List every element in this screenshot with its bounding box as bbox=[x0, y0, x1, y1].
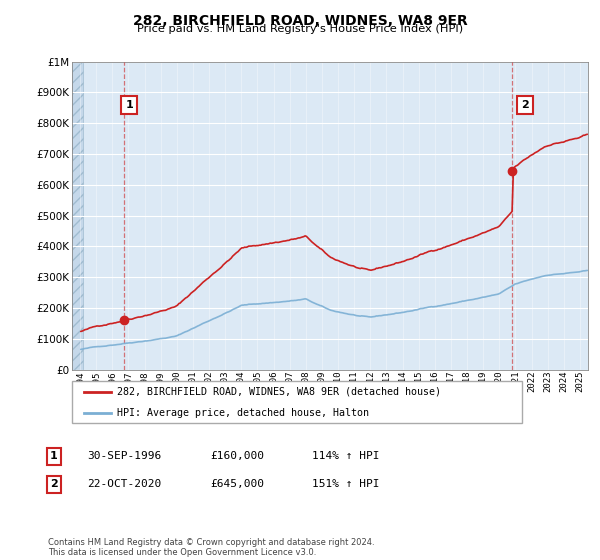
Text: £645,000: £645,000 bbox=[210, 479, 264, 489]
Text: 2: 2 bbox=[50, 479, 58, 489]
Text: 22-OCT-2020: 22-OCT-2020 bbox=[87, 479, 161, 489]
Text: 282, BIRCHFIELD ROAD, WIDNES, WA8 9ER (detached house): 282, BIRCHFIELD ROAD, WIDNES, WA8 9ER (d… bbox=[117, 387, 441, 397]
Text: Contains HM Land Registry data © Crown copyright and database right 2024.
This d: Contains HM Land Registry data © Crown c… bbox=[48, 538, 374, 557]
Text: 1: 1 bbox=[50, 451, 58, 461]
Text: HPI: Average price, detached house, Halton: HPI: Average price, detached house, Halt… bbox=[117, 408, 369, 418]
Text: 2: 2 bbox=[521, 100, 529, 110]
Text: Price paid vs. HM Land Registry's House Price Index (HPI): Price paid vs. HM Land Registry's House … bbox=[137, 24, 463, 34]
Text: 30-SEP-1996: 30-SEP-1996 bbox=[87, 451, 161, 461]
Text: 114% ↑ HPI: 114% ↑ HPI bbox=[312, 451, 380, 461]
Text: 282, BIRCHFIELD ROAD, WIDNES, WA8 9ER: 282, BIRCHFIELD ROAD, WIDNES, WA8 9ER bbox=[133, 14, 467, 28]
Text: 151% ↑ HPI: 151% ↑ HPI bbox=[312, 479, 380, 489]
Text: £160,000: £160,000 bbox=[210, 451, 264, 461]
Polygon shape bbox=[72, 62, 83, 370]
Text: 1: 1 bbox=[125, 100, 133, 110]
